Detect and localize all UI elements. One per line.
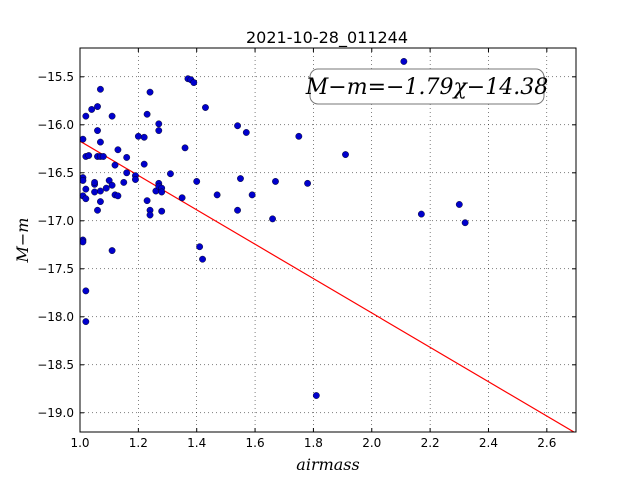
data-point	[91, 188, 98, 196]
data-point	[79, 238, 87, 246]
x-tick-label: 1.2	[129, 436, 148, 450]
data-point	[123, 169, 131, 177]
fit-line	[80, 140, 576, 432]
data-point	[155, 127, 163, 134]
y-tick-label: −16.5	[37, 166, 74, 180]
data-point	[304, 179, 311, 187]
x-tick-label: 1.6	[246, 436, 265, 450]
data-point	[143, 110, 151, 118]
y-tick-label: −18.0	[37, 310, 74, 324]
data-point	[114, 146, 122, 154]
x-tick-label: 2.0	[362, 436, 381, 450]
x-axis: 1.0 1.2 1.4 1.6 1.8 2.0 2.2 2.4 2.6	[70, 48, 556, 450]
y-tick-label: −18.5	[37, 358, 74, 372]
data-point	[97, 85, 104, 93]
data-point	[82, 318, 90, 325]
data-point	[94, 206, 101, 214]
data-point	[178, 194, 186, 202]
data-point	[97, 138, 104, 146]
y-axis: −15.5 −16.0 −16.5 −17.0 −17.5 −18.0 −18.5 −19.0	[37, 70, 576, 420]
data-point	[82, 195, 90, 203]
data-point	[312, 392, 320, 399]
y-axis-label: M−m	[13, 218, 32, 264]
data-point	[202, 104, 209, 111]
data-point	[114, 192, 122, 200]
data-point	[85, 152, 93, 159]
data-point	[196, 243, 204, 251]
data-point	[158, 188, 166, 196]
x-tick-label: 1.8	[304, 436, 323, 450]
data-point	[108, 181, 116, 189]
y-tick-label: −16.0	[37, 118, 74, 132]
data-point	[342, 151, 349, 158]
x-tick-label: 2.4	[479, 436, 498, 450]
data-point	[102, 184, 110, 192]
data-point	[134, 132, 142, 140]
data-point	[99, 153, 107, 160]
data-point	[155, 120, 163, 128]
data-point	[461, 219, 469, 227]
data-point	[82, 112, 90, 120]
data-point	[120, 178, 128, 186]
data-point	[143, 197, 151, 205]
data-point	[123, 154, 131, 161]
grid	[79, 48, 576, 432]
data-point	[108, 112, 116, 120]
data-point	[88, 106, 96, 113]
data-point	[108, 247, 116, 254]
data-point	[248, 191, 256, 199]
data-points	[79, 58, 469, 399]
data-point	[140, 160, 148, 168]
data-point	[199, 255, 206, 263]
data-point	[213, 191, 221, 199]
data-point	[79, 177, 87, 184]
data-point	[158, 207, 166, 215]
x-axis-label: airmass	[296, 455, 359, 474]
data-point	[97, 198, 104, 206]
y-tick-label: −17.0	[37, 214, 74, 228]
data-point	[455, 201, 463, 208]
y-tick-label: −17.5	[37, 262, 74, 276]
x-tick-label: 2.6	[537, 436, 556, 450]
data-point	[82, 287, 90, 295]
data-point	[269, 215, 276, 223]
data-point	[242, 129, 250, 136]
x-tick-label: 2.2	[421, 436, 440, 450]
data-point	[132, 176, 139, 183]
data-point	[94, 103, 101, 110]
fit-line-group	[80, 140, 576, 432]
data-point	[167, 170, 174, 178]
data-point	[400, 58, 408, 65]
data-point	[234, 122, 241, 130]
plot-frame	[79, 47, 577, 433]
data-point	[181, 144, 189, 152]
data-point	[82, 185, 90, 193]
chart-title: 2021-10-28_011244	[246, 28, 408, 48]
data-point	[295, 132, 303, 140]
data-point	[79, 135, 87, 143]
y-tick-label: −19.0	[37, 406, 74, 420]
data-point	[234, 206, 241, 214]
fit-annotation-box: M−m=−1.79χ−14.38	[305, 68, 548, 105]
data-point	[94, 127, 101, 134]
data-point	[91, 178, 98, 186]
data-point	[146, 211, 154, 219]
data-point	[111, 161, 119, 169]
data-point	[237, 175, 244, 182]
data-point	[97, 187, 104, 195]
x-tick-label: 1.4	[187, 436, 206, 450]
data-point	[146, 88, 154, 96]
y-tick-label: −15.5	[37, 70, 74, 84]
data-point	[190, 79, 198, 86]
x-tick-label: 1.0	[70, 436, 89, 450]
data-point	[272, 178, 279, 185]
fit-annotation-text: M−m=−1.79χ−14.38	[305, 75, 548, 100]
data-point	[193, 178, 201, 185]
data-point	[417, 210, 425, 218]
data-point	[140, 133, 148, 141]
